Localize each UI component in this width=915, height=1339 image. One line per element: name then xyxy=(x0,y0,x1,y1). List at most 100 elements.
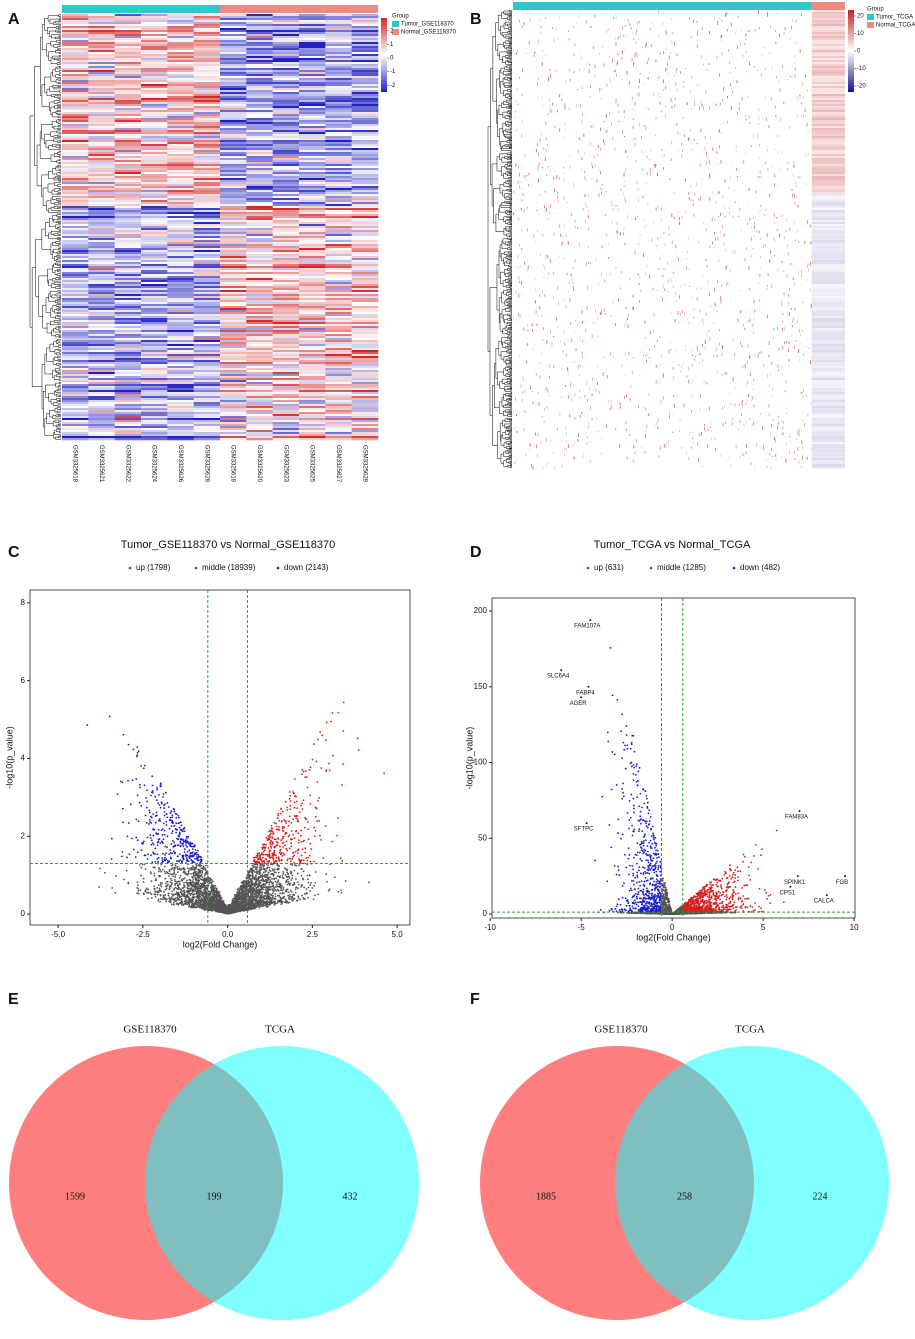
heatmap-speck xyxy=(674,97,676,100)
heatmap-cell xyxy=(88,102,115,105)
heatmap-cell xyxy=(811,254,845,257)
heatmap-speck xyxy=(657,268,659,270)
heatmap-cell xyxy=(114,250,142,253)
heatmap-cell xyxy=(167,38,194,41)
heatmap-cell xyxy=(325,198,352,201)
heatmap-cell xyxy=(220,346,247,349)
heatmap-cell xyxy=(351,60,379,63)
heatmap-speck xyxy=(789,37,791,40)
heatmap-cell xyxy=(351,358,379,361)
heatmap-cell xyxy=(299,312,326,315)
heatmap-speck xyxy=(774,106,776,109)
heatmap-cell xyxy=(193,330,221,333)
cloud-point xyxy=(305,857,308,859)
heatmap-cell xyxy=(62,34,89,37)
heatmap-speck xyxy=(715,201,717,203)
heatmap-speck xyxy=(673,285,675,289)
heatmap-speck xyxy=(734,352,735,357)
heatmap-speck xyxy=(513,456,515,459)
heatmap-cell xyxy=(272,54,300,57)
heatmap-cell xyxy=(299,230,326,233)
heatmap-cell xyxy=(141,248,168,251)
heatmap-cell xyxy=(220,306,247,309)
heatmap-cell xyxy=(220,246,247,249)
heatmap-cell xyxy=(325,50,352,53)
heatmap-speck xyxy=(715,304,717,307)
heatmap-speck xyxy=(801,330,803,332)
heatmap-cell xyxy=(167,316,194,319)
heatmap-speck xyxy=(668,72,670,75)
heatmap-cell xyxy=(167,138,194,141)
heatmap-speck xyxy=(536,323,538,326)
heatmap-cell xyxy=(325,72,352,75)
heatmap-speck xyxy=(547,113,549,116)
heatmap-cell xyxy=(272,198,300,201)
heatmap-cell xyxy=(193,86,221,89)
heatmap-speck xyxy=(756,230,758,233)
heatmap-cell xyxy=(220,164,247,167)
heatmap-cell xyxy=(299,394,326,397)
heatmap-speck xyxy=(566,440,567,443)
heatmap-speck xyxy=(523,209,525,213)
heatmap-speck xyxy=(796,196,798,199)
heatmap-speck xyxy=(526,52,527,55)
heatmap-cell xyxy=(193,426,221,429)
heatmap-cell xyxy=(114,344,142,347)
heatmap-cell xyxy=(114,224,142,227)
heatmap-cell xyxy=(811,154,845,157)
heatmap-cell xyxy=(351,142,379,145)
heatmap-cell xyxy=(62,420,89,423)
heatmap-cell xyxy=(325,360,352,363)
cloud-point xyxy=(270,881,273,884)
heatmap-speck xyxy=(693,200,694,202)
heatmap-cell xyxy=(811,460,845,463)
heatmap-cell xyxy=(220,100,247,103)
heatmap-cell xyxy=(351,290,379,293)
heatmap-cell xyxy=(114,78,142,81)
heatmap-speck xyxy=(616,222,618,225)
heatmap-speck xyxy=(678,258,679,262)
heatmap-cell xyxy=(246,112,273,115)
heatmap-speck xyxy=(626,215,628,220)
heatmap-cell xyxy=(811,170,845,173)
heatmap-cell xyxy=(167,320,194,323)
heatmap-cell xyxy=(88,84,115,87)
heatmap-speck xyxy=(767,168,769,171)
heatmap-cell xyxy=(141,184,168,187)
heatmap-cell xyxy=(272,404,300,407)
heatmap-speck xyxy=(807,152,809,156)
heatmap-cell xyxy=(88,14,115,17)
heatmap-cell xyxy=(246,258,273,261)
heatmap-cell xyxy=(62,340,89,343)
heatmap-speck xyxy=(760,267,761,269)
heatmap-cell xyxy=(246,16,273,19)
heatmap-speck xyxy=(678,364,680,366)
heatmap-cell xyxy=(299,436,326,439)
heatmap-speck xyxy=(693,316,695,319)
heatmap-cell xyxy=(351,152,379,155)
heatmap-speck xyxy=(781,151,783,154)
heatmap-speck xyxy=(738,207,740,210)
heatmap-cell xyxy=(220,338,247,341)
heatmap-cell xyxy=(141,156,168,159)
heatmap-cell xyxy=(246,336,273,339)
heatmap-cell xyxy=(272,176,300,179)
heatmap-cell xyxy=(88,16,115,19)
heatmap-speck xyxy=(683,403,685,408)
heatmap-speck xyxy=(781,456,783,459)
heatmap-speck xyxy=(701,465,703,467)
heatmap-speck xyxy=(716,311,718,313)
heatmap-speck xyxy=(671,213,673,218)
heatmap-cell xyxy=(272,378,300,381)
heatmap-cell xyxy=(246,302,273,305)
heatmap-cell xyxy=(62,350,89,353)
heatmap-cell xyxy=(351,326,379,329)
heatmap-speck xyxy=(642,46,644,49)
cloud-point xyxy=(325,739,327,742)
heatmap-speck xyxy=(749,187,751,191)
column-label: GSM3325628 xyxy=(203,445,209,483)
heatmap-speck xyxy=(633,137,635,140)
heatmap-cell xyxy=(62,376,89,379)
cloud-point xyxy=(313,826,316,829)
heatmap-cell xyxy=(246,350,273,353)
